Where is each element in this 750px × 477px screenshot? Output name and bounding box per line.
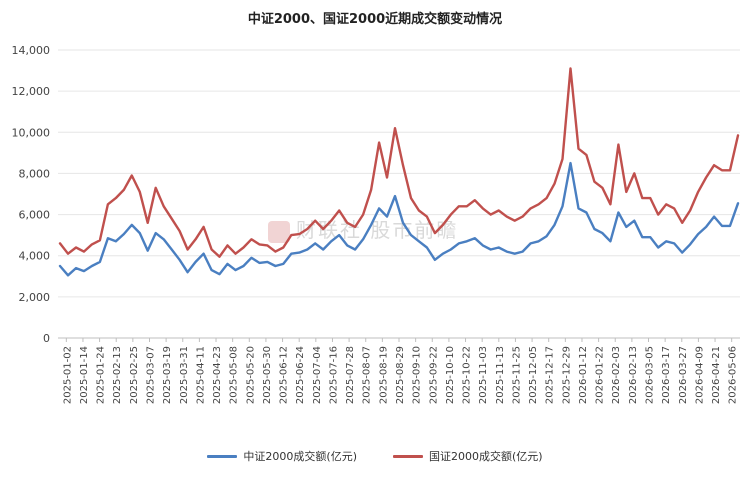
y-tick-label: 14,000 <box>12 44 51 57</box>
y-tick-label: 8,000 <box>19 167 51 180</box>
x-tick-label: 2025-11-13 <box>495 346 506 404</box>
x-tick-label: 2025-11-25 <box>511 346 522 404</box>
x-tick-label: 2026-04-09 <box>694 346 705 404</box>
y-tick-label: 4,000 <box>19 250 51 263</box>
x-tick-label: 2025-08-29 <box>395 346 406 404</box>
x-tick-label: 2025-10-22 <box>462 346 473 404</box>
x-tick-label: 2026-01-22 <box>595 346 606 404</box>
x-tick-label: 2025-11-03 <box>478 346 489 404</box>
x-tick-label: 2026-05-06 <box>728 346 739 404</box>
x-tick-label: 2026-02-13 <box>628 346 639 404</box>
x-tick-label: 2025-12-05 <box>528 346 539 404</box>
y-tick-label: 6,000 <box>19 209 51 222</box>
legend-label-cnindex2000: 国证2000成交额(亿元) <box>429 450 543 463</box>
y-tick-label: 2,000 <box>19 291 51 304</box>
x-tick-label: 2025-04-23 <box>212 346 223 404</box>
y-tick-label: 12,000 <box>12 85 51 98</box>
legend-item-csi2000[interactable]: 中证2000成交额(亿元) <box>207 448 357 464</box>
watermark-logo-icon <box>268 220 290 243</box>
series-line-0 <box>58 161 740 277</box>
x-tick-label: 2025-10-10 <box>445 346 456 404</box>
x-tick-label: 2025-03-31 <box>179 346 190 404</box>
x-tick-label: 2026-03-05 <box>645 346 656 404</box>
chart-title: 中证2000、国证2000近期成交额变动情况 <box>247 12 503 27</box>
grid-lines <box>58 49 740 339</box>
x-axis: 2025-01-02 2025-01-14 2025-01-24 2025-02-13… <box>62 338 739 404</box>
x-tick-label: 2025-01-14 <box>79 346 90 404</box>
x-tick-label: 2025-06-12 <box>279 346 290 404</box>
x-tick-label: 2026-02-03 <box>611 346 622 404</box>
legend-swatch-cnindex2000 <box>393 454 423 458</box>
y-axis: 0 2,000 4,000 6,000 8,000 10,000 12,000 14,000 <box>12 44 51 345</box>
x-tick-label: 2025-01-24 <box>96 346 107 404</box>
x-tick-label: 2026-03-17 <box>661 346 672 404</box>
x-tick-label: 2025-03-19 <box>162 346 173 404</box>
x-tick-label: 2025-05-30 <box>262 346 273 404</box>
x-tick-label: 2025-06-24 <box>295 346 306 404</box>
y-tick-label: 0 <box>43 332 50 345</box>
x-tick-label: 2025-07-16 <box>328 346 339 404</box>
x-tick-label: 2025-02-13 <box>112 346 123 404</box>
x-tick-label: 2025-12-17 <box>545 346 556 404</box>
x-tick-label: 2025-01-02 <box>62 346 73 404</box>
legend: 中证2000成交额(亿元) 国证2000成交额(亿元) <box>0 448 750 464</box>
x-tick-label: 2026-04-21 <box>711 346 722 404</box>
legend-item-cnindex2000[interactable]: 国证2000成交额(亿元) <box>393 448 543 464</box>
x-tick-label: 2026-03-27 <box>678 346 689 404</box>
x-tick-label: 2025-04-11 <box>195 346 206 404</box>
x-tick-label: 2025-07-28 <box>345 346 356 404</box>
x-tick-label: 2025-09-22 <box>428 346 439 404</box>
legend-swatch-csi2000 <box>207 454 238 458</box>
x-tick-label: 2025-05-08 <box>229 346 240 404</box>
x-tick-label: 2026-01-12 <box>578 346 589 404</box>
x-tick-label: 2025-08-07 <box>362 346 373 404</box>
x-tick-label: 2025-05-20 <box>245 346 256 404</box>
series-lines <box>58 67 740 277</box>
y-tick-label: 10,000 <box>12 126 51 139</box>
x-tick-label: 2025-12-29 <box>561 346 572 404</box>
x-tick-label: 2025-07-04 <box>312 346 323 404</box>
x-tick-label: 2025-09-10 <box>412 346 423 404</box>
x-tick-label: 2025-08-19 <box>378 346 389 404</box>
legend-label-csi2000: 中证2000成交额(亿元) <box>243 450 357 463</box>
series-line-1 <box>58 67 740 258</box>
x-tick-label: 2025-02-25 <box>129 346 140 404</box>
x-tick-label: 2025-03-07 <box>145 346 156 404</box>
